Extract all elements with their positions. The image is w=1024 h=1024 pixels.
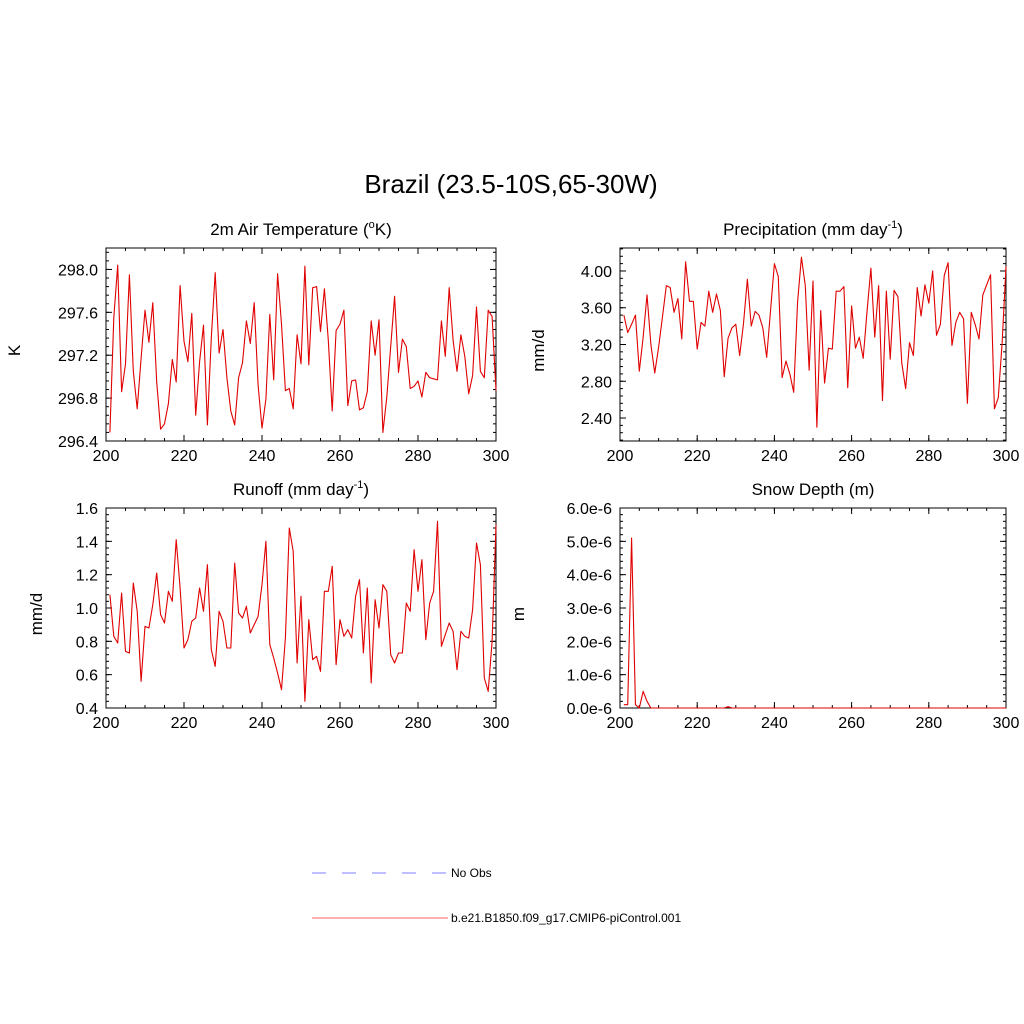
panel-title-main: Runoff (mm day	[233, 480, 354, 499]
y-tick-label: 296.8	[58, 391, 98, 408]
x-tick-label: 260	[327, 715, 354, 732]
plot-frame	[619, 507, 1007, 709]
y-tick-label: 3.60	[581, 301, 612, 318]
y-tick-label: 1.2	[76, 568, 98, 585]
x-tick-label: 220	[684, 448, 711, 465]
y-tick-label: 0.8	[76, 634, 98, 651]
y-tick-label: 297.6	[58, 305, 98, 322]
x-tick-label: 200	[607, 448, 634, 465]
y-tick-label: 4.0e-6	[567, 568, 612, 585]
y-tick-label: 1.0e-6	[567, 668, 612, 685]
plot-frame	[105, 247, 497, 442]
panel-title-superscript: -1	[887, 219, 897, 231]
y-tick-label: 298.0	[58, 262, 98, 279]
y-axis-label: K	[5, 344, 24, 356]
x-tick-label: 300	[993, 448, 1020, 465]
y-tick-label: 1.6	[76, 501, 98, 518]
x-tick-label: 220	[684, 715, 711, 732]
y-tick-label: 6.0e-6	[567, 501, 612, 518]
y-tick-label: 1.0	[76, 601, 98, 618]
x-tick-label: 220	[171, 715, 198, 732]
y-tick-label: 5.0e-6	[567, 534, 612, 551]
y-tick-label: 297.2	[58, 348, 98, 365]
panel-3: Snow Depth (m) m 200 220 240 260 280 300 0.0e-6 1…	[509, 480, 1019, 732]
x-tick-label: 240	[761, 715, 788, 732]
y-tick-label: 1.4	[76, 534, 98, 551]
panel-title: Runoff (mm day-1)	[233, 479, 369, 499]
y-tick-label: 3.0e-6	[567, 601, 612, 618]
legend-no-obs-label: No Obs	[451, 866, 492, 880]
x-tick-label: 220	[171, 448, 198, 465]
y-tick-label: 0.6	[76, 668, 98, 685]
panel-1: Precipitation (mm day-1) mm/d 200 220 240 260…	[529, 219, 1019, 465]
x-tick-label: 300	[483, 715, 510, 732]
x-tick-label: 240	[249, 715, 276, 732]
y-axis-label: mm/d	[529, 329, 548, 372]
y-tick-label: 2.0e-6	[567, 634, 612, 651]
y-tick-label: 3.20	[581, 338, 612, 355]
y-tick-label: 0.0e-6	[567, 701, 612, 718]
panel-2: Runoff (mm day-1) mm/d 200 220 240 260 280 300 0…	[27, 479, 509, 732]
y-tick-label: 0.4	[76, 701, 98, 718]
y-tick-label: 2.40	[581, 411, 612, 428]
y-tick-label: 2.80	[581, 374, 612, 391]
x-tick-label: 240	[761, 448, 788, 465]
x-tick-label: 200	[607, 715, 634, 732]
x-tick-label: 260	[838, 715, 865, 732]
x-tick-label: 260	[327, 448, 354, 465]
panels-group: 2m Air Temperature (oK) K 200 220 240 260 280 3…	[5, 219, 1019, 732]
series-line	[109, 264, 497, 433]
y-axis-label: m	[509, 607, 528, 621]
x-tick-label: 240	[249, 448, 276, 465]
plot-frame	[619, 247, 1007, 442]
y-tick-label: 4.00	[581, 264, 612, 281]
panel-title-main: Precipitation (mm day	[723, 220, 888, 239]
panel-title-suffix: K)	[375, 220, 392, 239]
series-line	[109, 520, 497, 702]
panel-title-main: Snow Depth (m)	[752, 480, 875, 499]
x-tick-label: 260	[838, 448, 865, 465]
panel-0: 2m Air Temperature (oK) K 200 220 240 260 280 3…	[5, 219, 509, 465]
x-tick-label: 280	[405, 715, 432, 732]
x-tick-label: 280	[915, 715, 942, 732]
panel-title-suffix: )	[897, 220, 903, 239]
panel-title-superscript: -1	[354, 479, 364, 491]
panel-title: 2m Air Temperature (oK)	[210, 219, 392, 239]
y-axis-label: mm/d	[27, 593, 46, 636]
x-tick-label: 280	[405, 448, 432, 465]
series-line	[623, 256, 1007, 428]
panel-title-superscript: o	[369, 219, 375, 231]
panel-title: Precipitation (mm day-1)	[723, 219, 903, 239]
x-tick-label: 200	[93, 448, 120, 465]
x-tick-label: 300	[993, 715, 1020, 732]
panel-title-main: 2m Air Temperature (	[210, 220, 369, 239]
x-tick-label: 200	[93, 715, 120, 732]
series-line	[623, 537, 1006, 709]
x-tick-label: 280	[915, 448, 942, 465]
panel-title: Snow Depth (m)	[752, 480, 875, 499]
panel-title-suffix: )	[363, 480, 369, 499]
x-tick-label: 300	[483, 448, 510, 465]
legend: No Obs b.e21.B1850.f09_g17.CMIP6-piContr…	[312, 866, 681, 925]
legend-model-label: b.e21.B1850.f09_g17.CMIP6-piControl.001	[451, 911, 681, 925]
figure-title: Brazil (23.5-10S,65-30W)	[364, 169, 657, 199]
y-tick-label: 296.4	[58, 434, 98, 451]
